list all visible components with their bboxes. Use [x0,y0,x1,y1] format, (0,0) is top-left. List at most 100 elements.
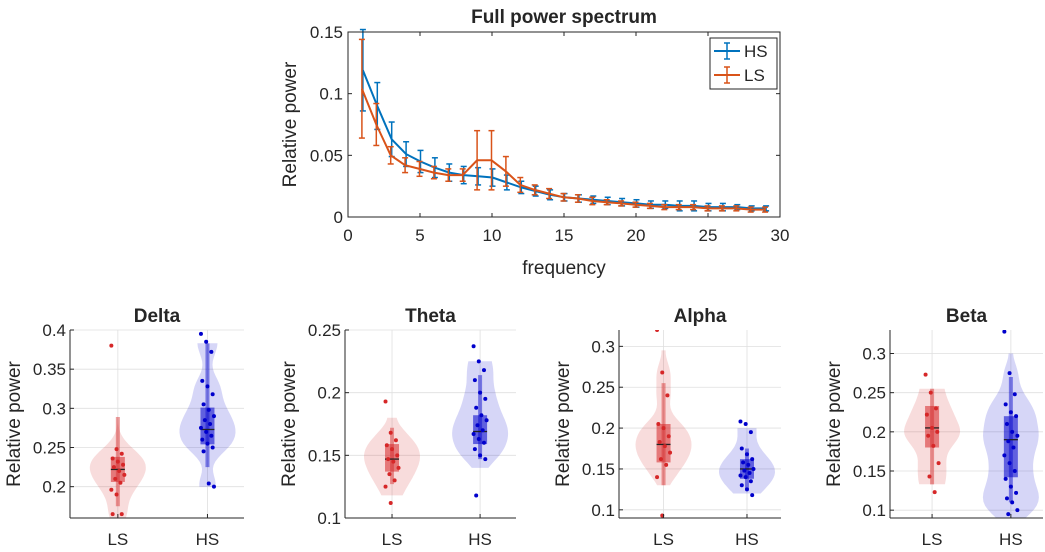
data-point [388,430,393,435]
panel-title: Theta [405,306,456,327]
data-point [930,425,935,430]
data-point [1006,439,1011,444]
data-point [392,478,397,483]
spectrum-chart: Full power spectrum 0 5 10 15 20 25 30 0 0.05 0.1 0… [280,7,789,279]
data-point [484,418,489,423]
x-tick-label-HS: HS [468,530,492,549]
data-point [210,392,215,397]
panel-title: Alpha [674,306,727,327]
y-tick-label: 0.2 [862,423,886,442]
data-point [204,429,209,434]
data-point [936,461,941,466]
x-tick-label-HS: HS [196,530,220,549]
y-tick-label: 0.3 [591,337,615,356]
data-point [113,476,118,481]
data-point [114,492,119,497]
data-point [209,349,214,354]
data-point [383,484,388,489]
data-point [483,396,488,401]
data-point [927,474,932,479]
data-point [932,490,937,495]
data-point [1010,500,1015,505]
data-point [750,457,755,462]
y-tick-label: 0.35 [33,360,66,379]
data-point [383,399,388,404]
data-point [198,425,203,430]
violin-body [635,350,692,486]
legend: HS LS [709,37,778,90]
data-point [110,512,115,517]
y-axis-label: Relative power [824,360,845,486]
data-point [660,370,665,375]
data-point [211,414,216,419]
y-tick-label: 0.15 [582,460,615,479]
data-point [1010,429,1015,434]
x-tick-label: 5 [415,226,424,245]
data-point [1002,330,1007,334]
y-tick-label: 0.2 [591,419,615,438]
data-point [480,428,485,433]
data-point [114,447,119,452]
violin-HS [452,344,509,498]
legend-label-LS: LS [744,66,765,85]
data-point [200,378,205,383]
y-tick-label: 0.3 [862,345,886,364]
data-point [1015,508,1020,513]
data-point [655,475,660,480]
data-point [478,390,483,395]
data-point [931,443,936,448]
iqr-box [473,415,488,445]
data-point [924,412,929,417]
data-point [119,512,124,517]
violin-HS [179,331,236,489]
data-point [1006,512,1011,517]
data-point [1014,490,1019,495]
y-tick-label: 0.2 [317,384,341,403]
x-tick-label: 10 [483,226,502,245]
data-point [122,472,127,477]
data-point [668,450,673,455]
violin-LS [364,399,420,505]
data-point [1011,445,1016,450]
x-tick-label: 0 [343,226,352,245]
panel-title: Beta [946,306,988,327]
data-point [662,444,667,449]
y-tick-label: 0.3 [42,399,66,418]
data-point [121,462,126,467]
data-point [472,447,477,452]
data-point [748,430,753,435]
data-point [471,344,476,349]
plot-area [635,330,775,518]
data-point [748,479,753,484]
iqr-box [1003,416,1018,478]
violin-panel-alpha: 0.1 0.15 0.2 0.25 0.3 LS HS Alpha Relative power [553,306,781,549]
data-point [118,480,123,485]
x-tick-label-LS: LS [922,530,943,549]
data-point [481,440,486,445]
data-point [739,446,744,451]
violin-panel-beta: 0.1 0.15 0.2 0.25 0.3 LS HS Beta Relative power [824,306,1043,549]
data-point [479,413,484,418]
data-point [750,493,755,498]
data-point [474,405,479,410]
data-point [386,457,391,462]
data-point [1008,410,1013,415]
x-tick-label-LS: LS [382,530,403,549]
data-point [471,432,476,437]
data-point [743,475,748,480]
data-point [209,433,214,438]
iqr-box [385,444,400,472]
data-point [744,487,749,492]
y-tick-label: 0.25 [582,378,615,397]
plot-area [904,330,1039,518]
data-point [1003,476,1008,481]
data-point [472,378,477,383]
data-point [1008,484,1013,489]
y-tick-label: 0.1 [591,501,615,520]
y-axis-label: Relative power [4,360,25,486]
data-point [1015,433,1020,438]
y-tick-label: 0.25 [308,321,341,340]
data-point [474,493,479,498]
data-point [935,429,940,434]
data-point [109,487,114,492]
